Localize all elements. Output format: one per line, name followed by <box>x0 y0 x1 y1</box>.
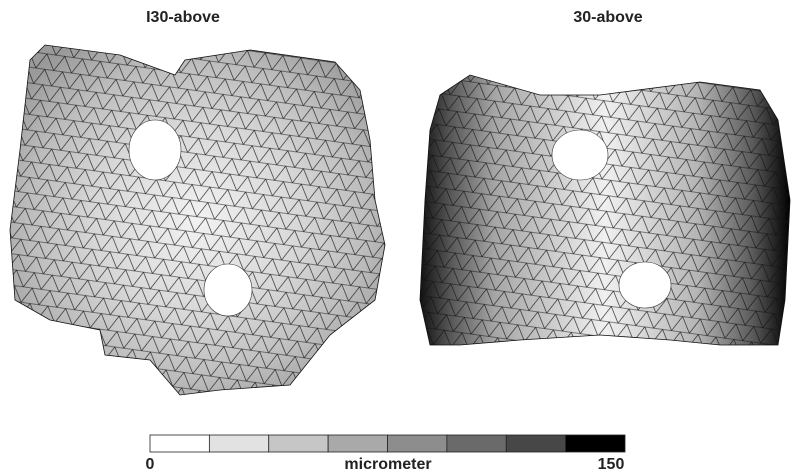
colorbar-label: micrometer <box>344 456 431 473</box>
colorbar-segment <box>149 434 210 453</box>
colorbar-segment <box>387 434 448 453</box>
colorbar-segment <box>505 434 567 453</box>
colorbar-segment <box>208 434 270 453</box>
right-mesh <box>419 74 791 346</box>
colorbar-segment <box>446 434 507 453</box>
colorbar-segment <box>327 434 388 453</box>
colorbar-segment <box>565 434 626 453</box>
colorbar: 0 150 <box>146 434 626 473</box>
panel-title: I30-above <box>146 9 220 26</box>
colorbar-max: 150 <box>598 456 625 473</box>
colorbar-min: 0 <box>146 456 155 473</box>
left-mesh <box>9 44 386 396</box>
colorbar-segment <box>268 434 329 453</box>
panel-title: 30-above <box>573 9 642 26</box>
